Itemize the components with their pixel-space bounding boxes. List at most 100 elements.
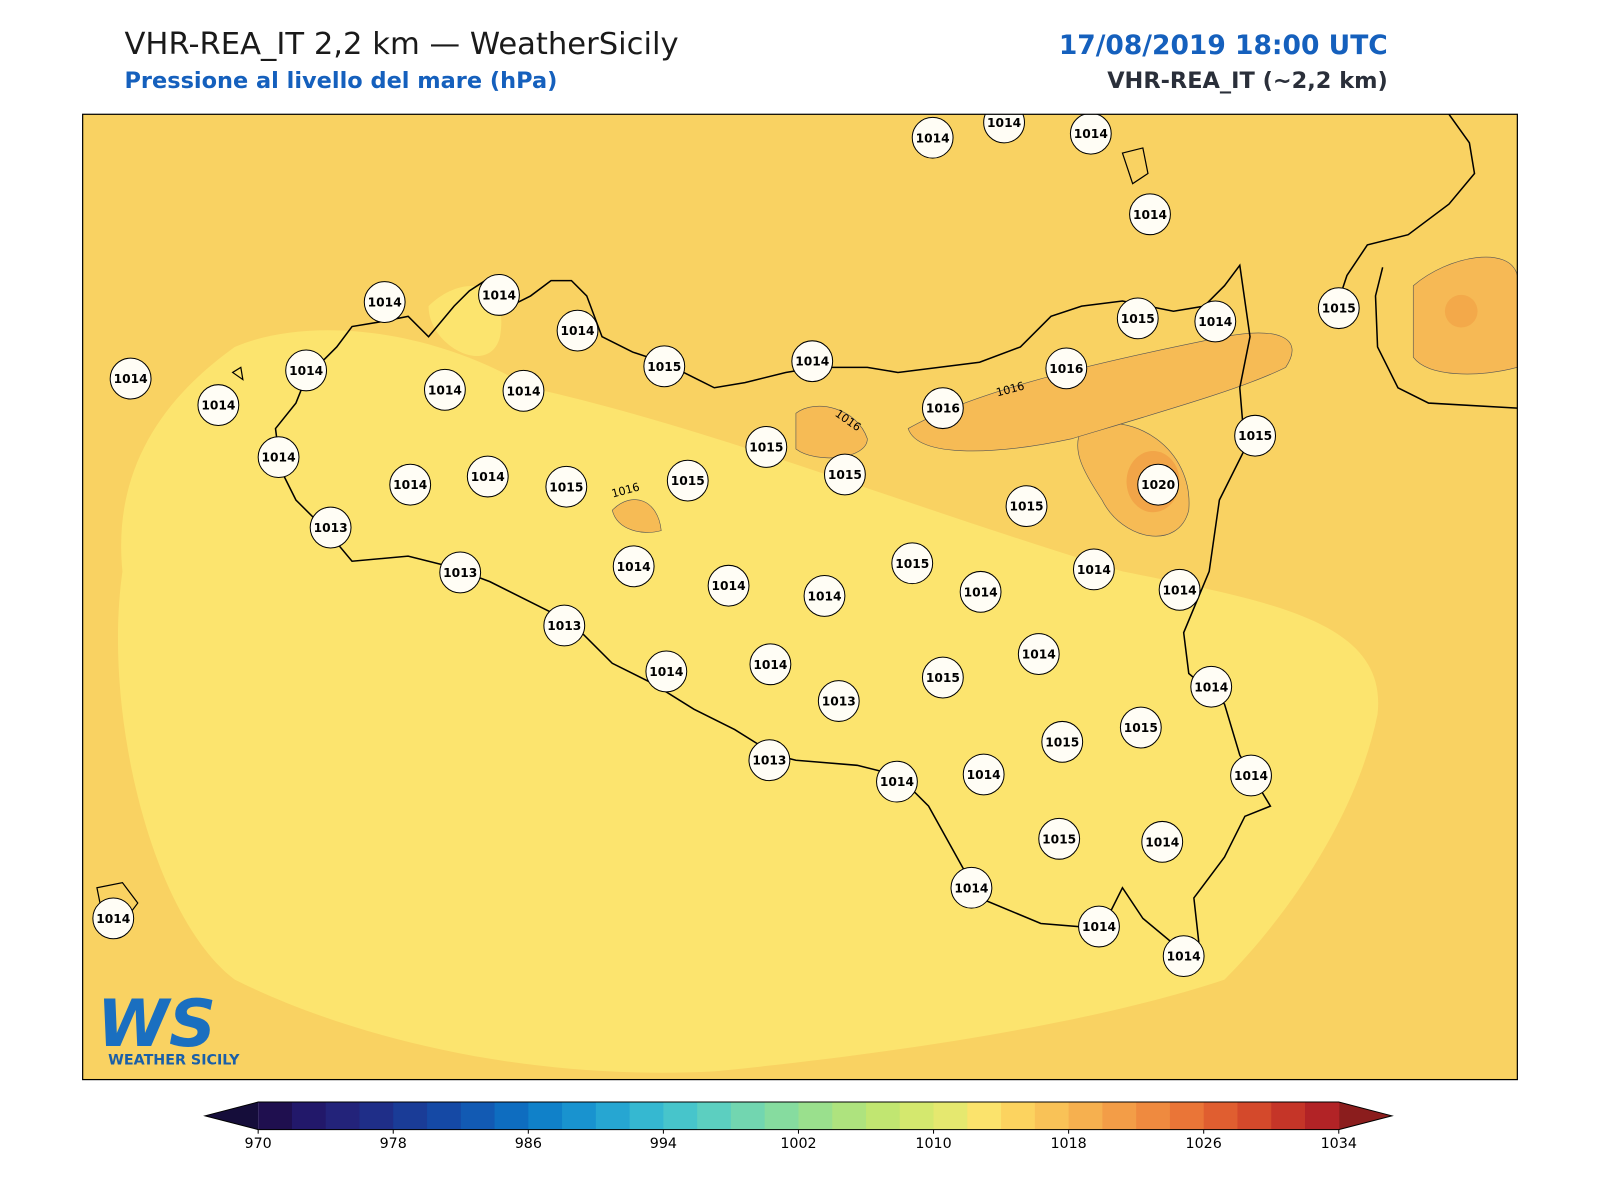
colorbar-cell — [899, 1102, 935, 1130]
station-marker — [1234, 414, 1277, 457]
station-marker — [1005, 485, 1048, 528]
station-marker — [962, 753, 1005, 796]
title: VHR-REA_IT 2,2 km — WeatherSicily — [124, 27, 678, 62]
colorbar-cell — [1136, 1102, 1171, 1130]
station-marker — [1190, 665, 1233, 708]
station-value: 1014 — [964, 585, 998, 599]
station-marker — [1119, 706, 1162, 749]
pressure-area — [611, 499, 662, 533]
logo-mark: WS — [97, 986, 216, 1062]
station-marker — [1137, 463, 1180, 506]
station-value: 1014 — [1074, 127, 1108, 141]
colorbar-cell — [460, 1102, 496, 1130]
colorbar: 970 978 986 994 1002 1010 1018 1026 1034 — [203, 1101, 1394, 1152]
station-marker — [950, 866, 993, 909]
colorbar-tick-label: 1026 — [1186, 1136, 1222, 1152]
station-marker — [92, 897, 135, 940]
colorbar-cell — [866, 1102, 901, 1130]
pressure-area — [795, 405, 868, 459]
colorbar-cell — [832, 1102, 867, 1130]
station-value: 1014 — [1082, 920, 1116, 934]
station-value: 1015 — [549, 480, 583, 494]
station-value: 1015 — [1045, 735, 1079, 749]
colorbar-cell — [291, 1102, 327, 1130]
station-marker — [612, 545, 655, 588]
colorbar-cell — [1001, 1102, 1036, 1130]
station-marker — [1129, 193, 1171, 236]
station-value: 1014 — [880, 775, 914, 789]
station-value: 1015 — [1238, 429, 1272, 443]
station-value: 1016 — [1049, 362, 1083, 376]
colorbar-cell — [933, 1102, 968, 1130]
station-marker — [545, 465, 588, 508]
colorbar-cell — [258, 1102, 293, 1130]
station-marker — [197, 384, 240, 427]
colorbar-cell — [1169, 1102, 1205, 1130]
colorbar-tick-label: 994 — [650, 1136, 677, 1152]
station-marker — [1230, 754, 1272, 797]
station-marker — [803, 575, 846, 617]
colorbar-cell — [967, 1102, 1002, 1130]
coastline — [274, 263, 1272, 945]
colorbar-cell — [1034, 1102, 1070, 1130]
colorbar-cell — [663, 1102, 698, 1130]
station-marker — [1078, 905, 1120, 948]
station-marker — [1162, 935, 1205, 978]
station-value: 1013 — [314, 521, 348, 535]
station-value: 1014 — [471, 470, 505, 484]
station-marker — [745, 426, 788, 468]
station-value: 1014 — [1234, 769, 1268, 783]
station-value: 1014 — [916, 131, 950, 145]
station-marker — [817, 680, 860, 722]
coastline — [1336, 114, 1518, 409]
station-marker — [309, 506, 352, 549]
colorbar-cell — [798, 1102, 833, 1130]
colorbar-cell — [325, 1102, 360, 1130]
station-value: 1014 — [114, 372, 148, 386]
station-value: 1014 — [649, 665, 683, 679]
station-marker — [823, 453, 866, 496]
colorbar-tick-label: 970 — [245, 1136, 272, 1152]
station-marker — [389, 463, 432, 506]
colorbar-tick-label: 1034 — [1321, 1136, 1357, 1152]
colorbar-tick-label: 978 — [380, 1136, 407, 1152]
station-value: 1014 — [967, 768, 1001, 782]
station-value: 1014 — [1167, 950, 1201, 964]
station-marker — [707, 564, 750, 607]
station-marker — [749, 643, 792, 686]
colorbar-cell — [629, 1102, 664, 1130]
colorbar-cell — [1203, 1102, 1238, 1130]
pressure-area — [1444, 294, 1478, 328]
station-marker — [911, 116, 954, 159]
station-value: 1014 — [393, 478, 427, 492]
station-value: 1014 — [753, 658, 787, 672]
colorbar-cell — [697, 1102, 732, 1130]
station-value: 1013 — [547, 619, 581, 633]
station-value: 1014 — [428, 383, 462, 397]
colorbar-cell — [1237, 1102, 1272, 1130]
sea-field — [117, 330, 1379, 1073]
station-value: 1014 — [807, 589, 841, 603]
station-marker — [502, 369, 545, 412]
datetime: 17/08/2019 18:00 UTC — [1059, 30, 1388, 61]
station-value: 1013 — [443, 566, 477, 580]
station-value: 1014 — [954, 881, 988, 895]
station-marker — [1158, 568, 1201, 611]
station-value: 1014 — [262, 451, 296, 465]
colorbar-tick-label: 1018 — [1050, 1136, 1086, 1152]
station-value: 1014 — [617, 560, 651, 574]
station-value: 1016 — [926, 402, 960, 416]
station-value: 1015 — [1124, 721, 1158, 735]
colorbar-cell — [1068, 1102, 1103, 1130]
station-marker — [285, 349, 328, 392]
station-value: 1013 — [752, 754, 786, 768]
colorbar-cell — [562, 1102, 597, 1130]
station-marker — [643, 345, 686, 388]
station-marker — [1038, 817, 1081, 860]
station-marker — [1045, 347, 1088, 390]
station-marker — [666, 459, 709, 502]
station-value: 1014 — [1198, 315, 1232, 329]
model: VHR-REA_IT (~2,2 km) — [1107, 68, 1388, 94]
station-value: 1014 — [482, 288, 516, 302]
